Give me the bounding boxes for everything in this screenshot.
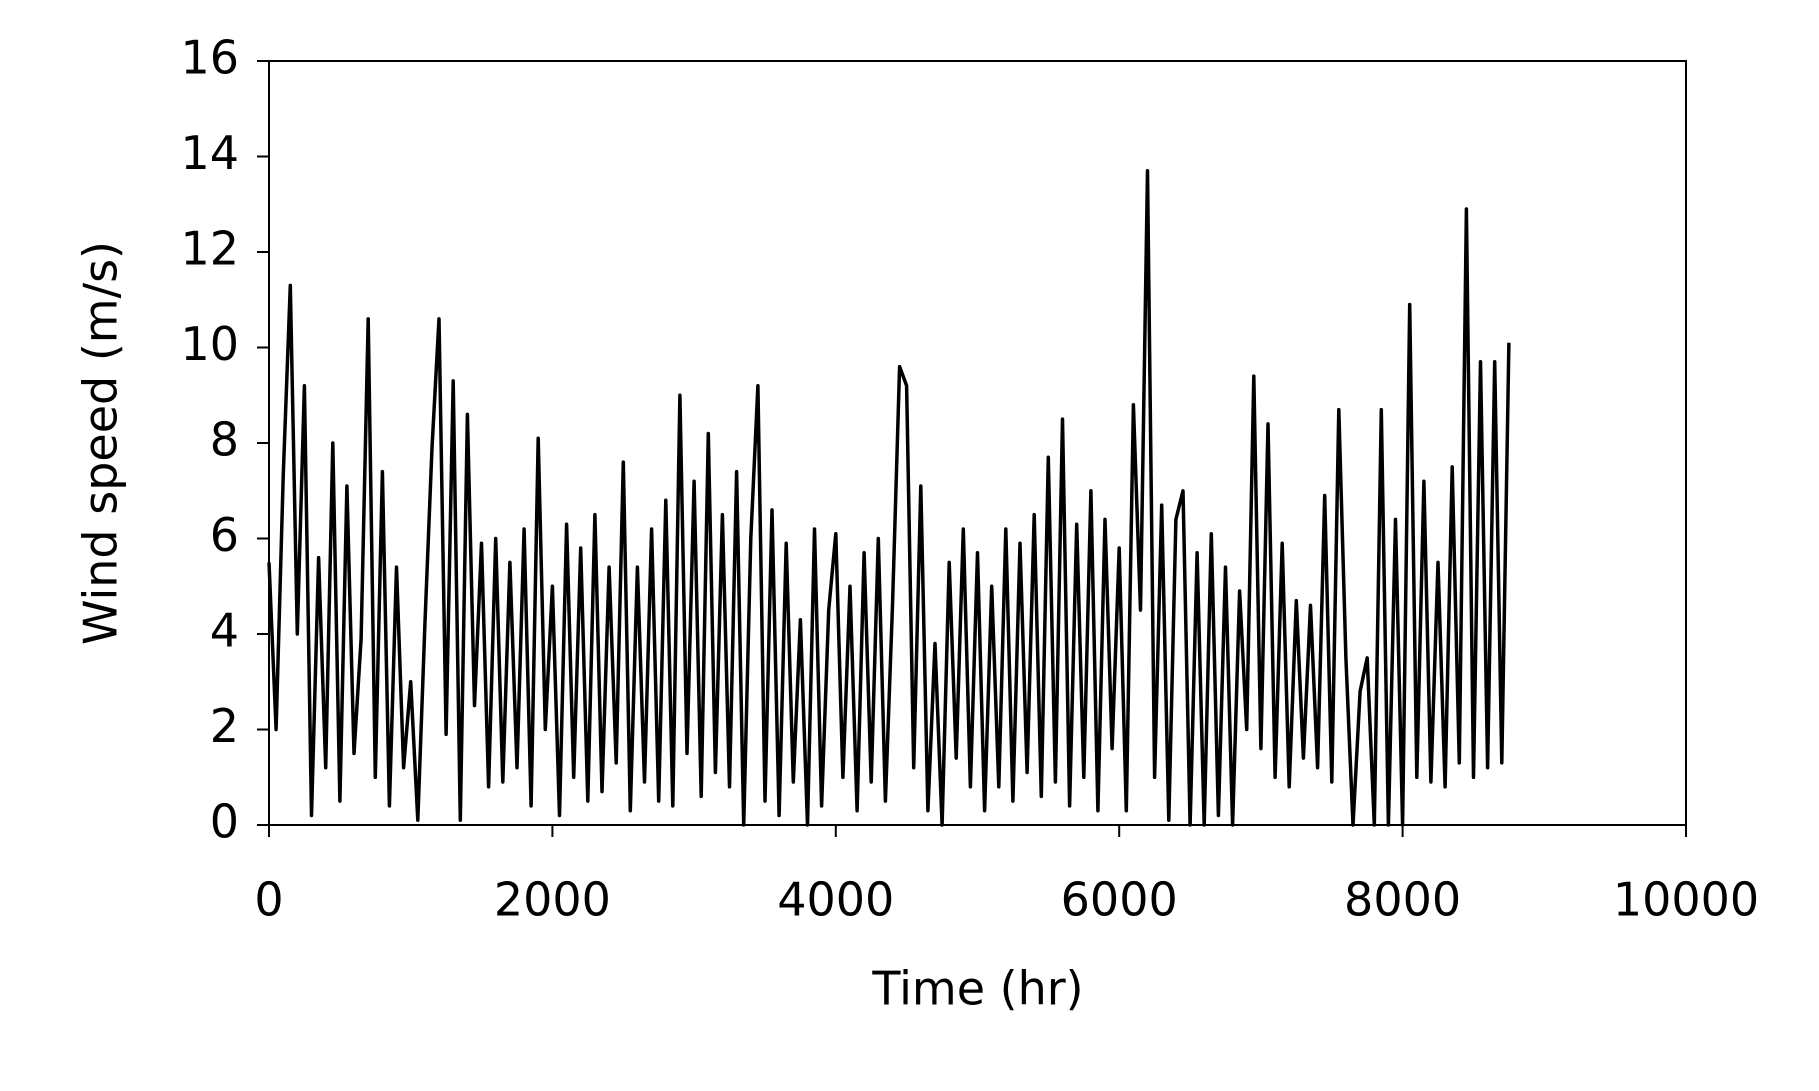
x-tick-label: 0 bbox=[254, 873, 283, 927]
x-tick-label: 2000 bbox=[494, 873, 611, 927]
data-line bbox=[267, 169, 1511, 827]
x-tick-label: 6000 bbox=[1061, 873, 1178, 927]
y-tick-label: 2 bbox=[210, 699, 239, 753]
x-tick-label: 4000 bbox=[777, 873, 894, 927]
y-tick-label: 0 bbox=[210, 795, 239, 849]
x-axis-title: Time (hr) bbox=[871, 962, 1083, 1016]
y-tick-label: 4 bbox=[210, 604, 239, 658]
y-tick-label: 12 bbox=[180, 222, 239, 276]
plot-frame bbox=[268, 60, 1687, 826]
y-tick-label: 10 bbox=[180, 317, 239, 371]
y-axis-title: Wind speed (m/s) bbox=[74, 241, 128, 645]
x-tick-label: 10000 bbox=[1613, 873, 1759, 927]
y-tick-label: 6 bbox=[210, 508, 239, 562]
y-tick-label: 14 bbox=[180, 126, 239, 180]
y-tick-label: 16 bbox=[180, 31, 239, 85]
y-tick-label: 8 bbox=[210, 413, 239, 467]
x-tick-label: 8000 bbox=[1344, 873, 1461, 927]
